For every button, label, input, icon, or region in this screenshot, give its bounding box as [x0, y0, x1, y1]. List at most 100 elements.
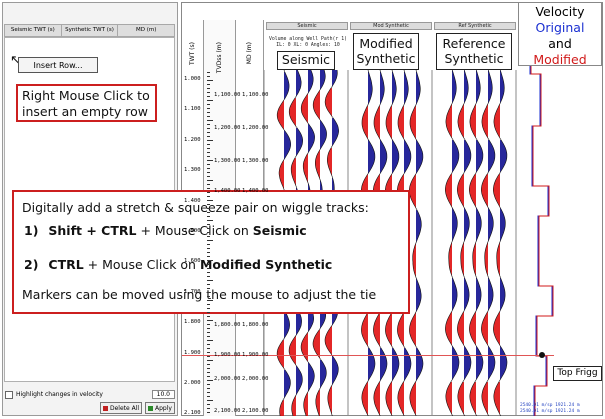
reference-label-line1: Reference: [442, 36, 506, 51]
velocity-modified-label: Modified: [533, 52, 587, 67]
tvdss-tick-mark: [207, 404, 210, 405]
tvdss-tick-mark: [207, 228, 210, 229]
top-frigg-marker-label[interactable]: Top Frigg: [553, 366, 602, 381]
tvdss-tick-label: 2,000.00: [214, 376, 241, 382]
md-tick-label: 1,400.00: [242, 188, 269, 194]
tvdss-tick-mark: [207, 144, 210, 145]
twt-tick-label: 1.600: [184, 258, 201, 265]
twt-tick-label: 2.000: [184, 380, 201, 386]
tvdss-tick-mark: [207, 288, 210, 289]
tvdss-tick-mark: [207, 260, 213, 261]
tvdss-tick-mark: [207, 356, 210, 357]
tvdss-tick-mark: [207, 164, 210, 165]
velocity-title: Velocity: [535, 4, 585, 19]
right-click-callout: Right Mouse Click to insert an empty row: [16, 84, 157, 122]
md-tick-label: 2,000.00: [242, 376, 269, 382]
tvdss-tick-mark: [207, 192, 210, 193]
ref-synthetic-trace: [480, 70, 496, 416]
tvdss-tick-mark: [207, 276, 210, 277]
mod-synthetic-track-header[interactable]: Mod Synthetic: [350, 22, 432, 30]
ref-synthetic-positive-fill: [476, 70, 483, 416]
column-seismic-twt[interactable]: Seismic TWT (s): [5, 25, 62, 36]
tvdss-tick-mark: [207, 408, 210, 409]
twt-tick-label: 1.800: [184, 319, 201, 326]
step2-number: 2): [24, 257, 39, 272]
seismic-volume-name: Volume along Well Path(r 1): [269, 37, 347, 42]
seismic-negative-fill: [277, 100, 284, 416]
callout-step-2: 2) CTRL + Mouse Click on Modified Synthe…: [22, 251, 400, 279]
tvdss-tick-mark: [207, 220, 213, 221]
column-synthetic-twt[interactable]: Synthetic TWT (s): [62, 25, 119, 36]
velocity-readout-1: 2540.01 m/sp 1921.24 m: [520, 403, 580, 408]
tvdss-tick-mark: [207, 320, 213, 321]
tvdss-tick-mark: [207, 272, 210, 273]
tvdss-tick-mark: [207, 80, 213, 81]
tvdss-tick-mark: [207, 76, 210, 77]
seismic-track-header[interactable]: Seismic: [266, 22, 348, 30]
callout-title: Digitally add a stretch & squeeze pair o…: [22, 200, 369, 215]
modified-synthetic-track-label: Modified Synthetic: [353, 33, 419, 70]
tvdss-tick-mark: [207, 368, 210, 369]
seismic-negative-fill: [301, 94, 308, 416]
mouse-cursor-icon: ↖: [10, 53, 21, 68]
tvdss-tick-label: 1,300.00: [214, 158, 241, 164]
callout-markers-note: Markers can be moved using the mouse to …: [22, 287, 377, 302]
tvdss-tick-mark: [207, 252, 210, 253]
insert-row-menu-item[interactable]: Insert Row...: [18, 57, 98, 73]
tvdss-tick-mark: [207, 384, 210, 385]
mod-synthetic-positive-fill: [416, 72, 423, 416]
apply-button[interactable]: Apply: [145, 402, 175, 414]
twt-tick-label: 1.300: [184, 167, 201, 174]
tvdss-tick-mark: [207, 148, 210, 149]
twt-tick-label: 1.000: [184, 76, 201, 82]
tvdss-tick-mark: [207, 400, 213, 401]
tvdss-tick-mark: [207, 224, 210, 225]
tvdss-tick-mark: [207, 160, 213, 161]
highlight-checkbox[interactable]: [5, 390, 13, 399]
tvdss-tick-mark: [207, 388, 210, 389]
velocity-track[interactable]: [518, 66, 602, 416]
velocity-original-curve: [529, 66, 553, 416]
tvdss-tick-mark: [207, 200, 213, 201]
ref-synthetic-track-header[interactable]: Ref Synthetic: [434, 22, 516, 30]
tvdss-tick-label: 1,400.00: [214, 188, 241, 194]
seismic-positive-fill: [296, 70, 303, 396]
tvdss-tick-mark: [207, 324, 210, 325]
tvdss-tick-mark: [207, 216, 210, 217]
tvdss-tick-mark: [207, 336, 210, 337]
tvdss-tick-mark: [207, 136, 210, 137]
apply-icon: [148, 405, 154, 411]
tvdss-tick-mark: [207, 376, 210, 377]
column-md[interactable]: MD (m): [135, 27, 157, 33]
wiggle-tracks[interactable]: [264, 70, 518, 416]
highlight-value-field[interactable]: 10.0: [151, 390, 175, 399]
ref-synthetic-trace: [468, 70, 484, 416]
tvdss-tick-mark: [207, 236, 210, 237]
top-frigg-marker-line[interactable]: [182, 355, 554, 356]
step1-number: 1): [24, 223, 39, 238]
tvdss-tick-mark: [207, 328, 210, 329]
tvdss-tick-mark: [207, 104, 210, 105]
tvdss-tick-mark: [207, 100, 213, 101]
marker-point[interactable]: [539, 352, 545, 358]
tvdss-tick-mark: [207, 240, 213, 241]
tvdss-tick-label: 1,200.00: [214, 125, 241, 131]
twt-tick-label: 1.400: [184, 197, 201, 204]
tvdss-tick-mark: [207, 332, 210, 333]
ref-synthetic-trace: [456, 70, 472, 416]
twt-tick-label: 1.200: [184, 136, 201, 143]
modified-label-line1: Modified: [359, 36, 413, 51]
tvdss-tick-mark: [207, 352, 210, 353]
tvdss-tick-mark: [207, 156, 210, 157]
tvdss-tick-label: 1,800.00: [214, 322, 241, 328]
delete-all-button[interactable]: Delete All: [100, 402, 142, 414]
tvdss-tick-mark: [207, 256, 210, 257]
tvdss-tick-mark: [207, 372, 210, 373]
step2-text: + Mouse Click on: [83, 257, 200, 272]
tvdss-tick-mark: [207, 348, 210, 349]
seismic-negative-fill: [289, 98, 296, 416]
md-tick-label: 2,100.00: [242, 408, 269, 414]
ref-synthetic-positive-fill: [500, 70, 507, 416]
tvdss-tick-mark: [207, 340, 213, 341]
reference-label-line2: Synthetic: [444, 51, 504, 66]
